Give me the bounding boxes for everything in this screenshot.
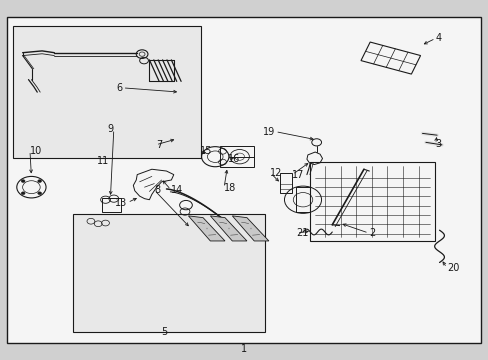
Text: 5: 5 [161,327,167,337]
Text: 12: 12 [270,168,282,178]
Polygon shape [210,216,246,241]
Text: 7: 7 [156,140,162,150]
Text: 20: 20 [446,263,458,273]
Text: 13: 13 [115,198,127,208]
Circle shape [38,192,41,195]
Bar [73,214,265,332]
Text: 18: 18 [224,183,236,193]
Text: 6: 6 [116,83,122,93]
Text: 3: 3 [435,139,441,149]
Bar [310,162,434,241]
Bar [13,26,200,158]
Polygon shape [188,216,224,241]
Text: 8: 8 [154,185,160,195]
Text: 10: 10 [30,145,42,156]
Text: 15: 15 [199,145,212,156]
Polygon shape [232,216,268,241]
Circle shape [21,180,25,183]
Text: 1: 1 [241,344,247,354]
Text: 4: 4 [435,33,441,43]
Text: 14: 14 [170,185,183,195]
Bar [280,173,292,193]
Text: 2: 2 [368,228,374,238]
Bar [220,146,254,167]
Text: 16: 16 [228,154,240,164]
Text: 19: 19 [263,127,275,136]
Text: 9: 9 [107,124,114,134]
Bar [102,198,121,212]
Text: 21: 21 [296,228,308,238]
Text: 17: 17 [292,170,304,180]
Circle shape [38,180,41,183]
Text: 11: 11 [97,156,109,166]
Circle shape [21,192,25,195]
